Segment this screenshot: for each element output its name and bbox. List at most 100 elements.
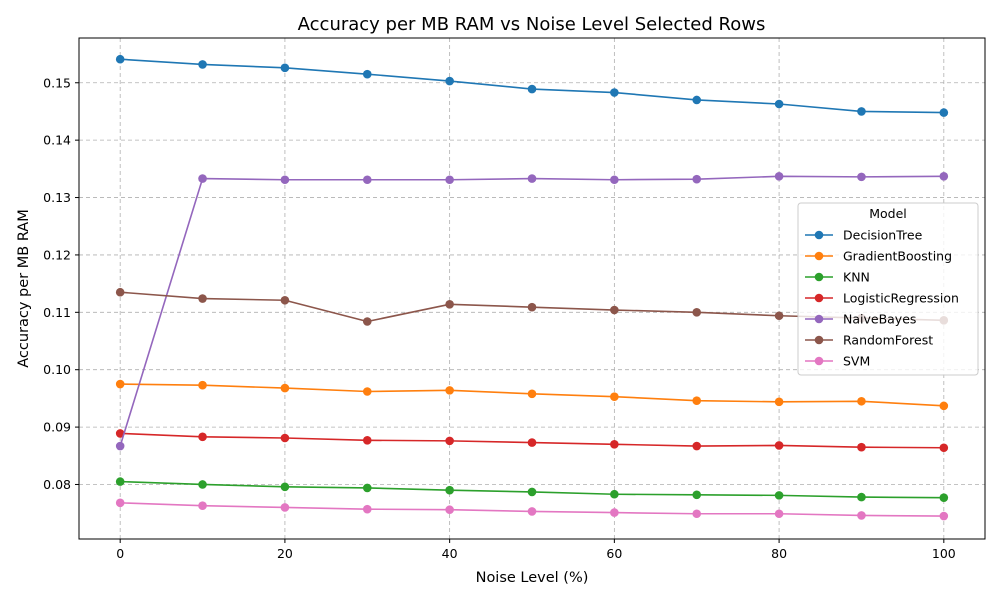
data-point <box>198 501 207 511</box>
series-SVM <box>115 498 949 521</box>
data-point <box>280 503 290 512</box>
data-point <box>280 383 290 393</box>
legend-item: NaiveBayes <box>805 312 916 327</box>
data-point <box>610 175 619 185</box>
legend-item: GradientBoosting <box>805 249 952 264</box>
legend: Model DecisionTree GradientBoosting KNN Log… <box>797 202 979 376</box>
data-point <box>527 389 537 399</box>
data-point <box>692 441 702 451</box>
legend-item: SVM <box>805 354 870 369</box>
data-point <box>362 504 372 514</box>
data-point <box>445 436 454 446</box>
legend-label: RandomForest <box>843 333 933 348</box>
data-point <box>774 397 784 407</box>
series-GradientBoosting <box>115 379 949 411</box>
data-point <box>939 511 949 521</box>
data-point <box>198 174 207 183</box>
data-point <box>939 172 949 181</box>
series-KNN <box>115 477 949 502</box>
data-point <box>527 487 537 497</box>
legend-item: RandomForest <box>805 333 933 348</box>
plot-frame <box>78 37 986 540</box>
y-tick-label: 0.14 <box>43 133 71 148</box>
legend-label: GradientBoosting <box>843 249 952 264</box>
x-tick-label: 0 <box>116 546 124 561</box>
y-axis-label: Accuracy per MB RAM <box>16 209 32 368</box>
data-point <box>445 485 454 495</box>
data-point <box>774 491 784 500</box>
data-point <box>692 490 702 500</box>
data-point <box>939 443 949 453</box>
legend-label: LogisticRegression <box>843 291 959 306</box>
data-point <box>362 175 372 185</box>
data-point <box>280 175 290 185</box>
legend-marker <box>814 251 824 261</box>
data-point <box>857 511 866 520</box>
ticks: 0 20 40 60 80 100 0.08 0.09 0.10 0.11 0.12 0.13 0.14… <box>43 75 956 561</box>
legend-items: DecisionTree GradientBoosting KNN LogisticR… <box>805 228 959 369</box>
data-point <box>115 287 125 297</box>
data-point <box>692 95 702 105</box>
data-point <box>198 432 207 442</box>
data-point <box>362 69 372 79</box>
data-point <box>362 435 372 445</box>
y-tick-label: 0.11 <box>43 305 71 320</box>
data-point <box>198 380 207 390</box>
legend-marker <box>814 293 824 303</box>
data-point <box>692 396 702 405</box>
y-tick-label: 0.10 <box>43 362 71 377</box>
x-tick-label: 20 <box>277 546 293 561</box>
data-point <box>610 88 619 97</box>
y-tick-label: 0.15 <box>43 75 71 90</box>
x-tick-label: 100 <box>932 546 956 561</box>
data-point <box>939 493 949 502</box>
data-point <box>939 401 949 411</box>
data-point <box>445 175 454 185</box>
data-point <box>527 84 537 94</box>
data-point <box>527 438 537 447</box>
data-point <box>280 433 290 443</box>
data-point <box>774 311 784 321</box>
legend-title: Model <box>869 206 907 221</box>
data-point <box>115 379 125 389</box>
data-point <box>857 442 866 452</box>
legend-item: LogisticRegression <box>805 291 959 306</box>
data-point <box>857 492 866 502</box>
data-point <box>610 392 619 401</box>
data-point <box>280 63 290 73</box>
series-LogisticRegression <box>115 429 949 453</box>
data-point <box>774 441 784 450</box>
data-point <box>362 317 372 326</box>
x-tick-label: 60 <box>606 546 622 561</box>
legend-label: NaiveBayes <box>843 312 916 327</box>
data-point <box>362 483 372 493</box>
x-axis-label: Noise Level (%) <box>476 570 589 586</box>
data-point <box>527 507 537 516</box>
data-point <box>610 489 619 499</box>
data-point <box>115 498 125 508</box>
legend-frame <box>797 202 979 376</box>
legend-label: SVM <box>843 354 870 369</box>
legend-item: DecisionTree <box>805 228 923 243</box>
legend-marker <box>814 230 824 240</box>
data-point <box>857 396 866 406</box>
data-point <box>115 477 125 486</box>
y-tick-label: 0.12 <box>43 247 71 262</box>
legend-item: KNN <box>805 270 870 285</box>
data-point <box>610 440 619 449</box>
data-point <box>280 482 290 492</box>
series-NaiveBayes <box>115 172 949 451</box>
data-point <box>445 299 454 309</box>
data-point <box>692 174 702 184</box>
data-point <box>857 172 866 182</box>
data-point <box>198 294 207 303</box>
data-point <box>445 76 454 86</box>
x-tick-label: 40 <box>442 546 458 561</box>
legend-label: DecisionTree <box>843 228 923 243</box>
data-point <box>362 387 372 396</box>
data-point <box>280 295 290 305</box>
data-point <box>610 508 619 517</box>
data-point <box>445 386 454 395</box>
data-point <box>527 302 537 312</box>
